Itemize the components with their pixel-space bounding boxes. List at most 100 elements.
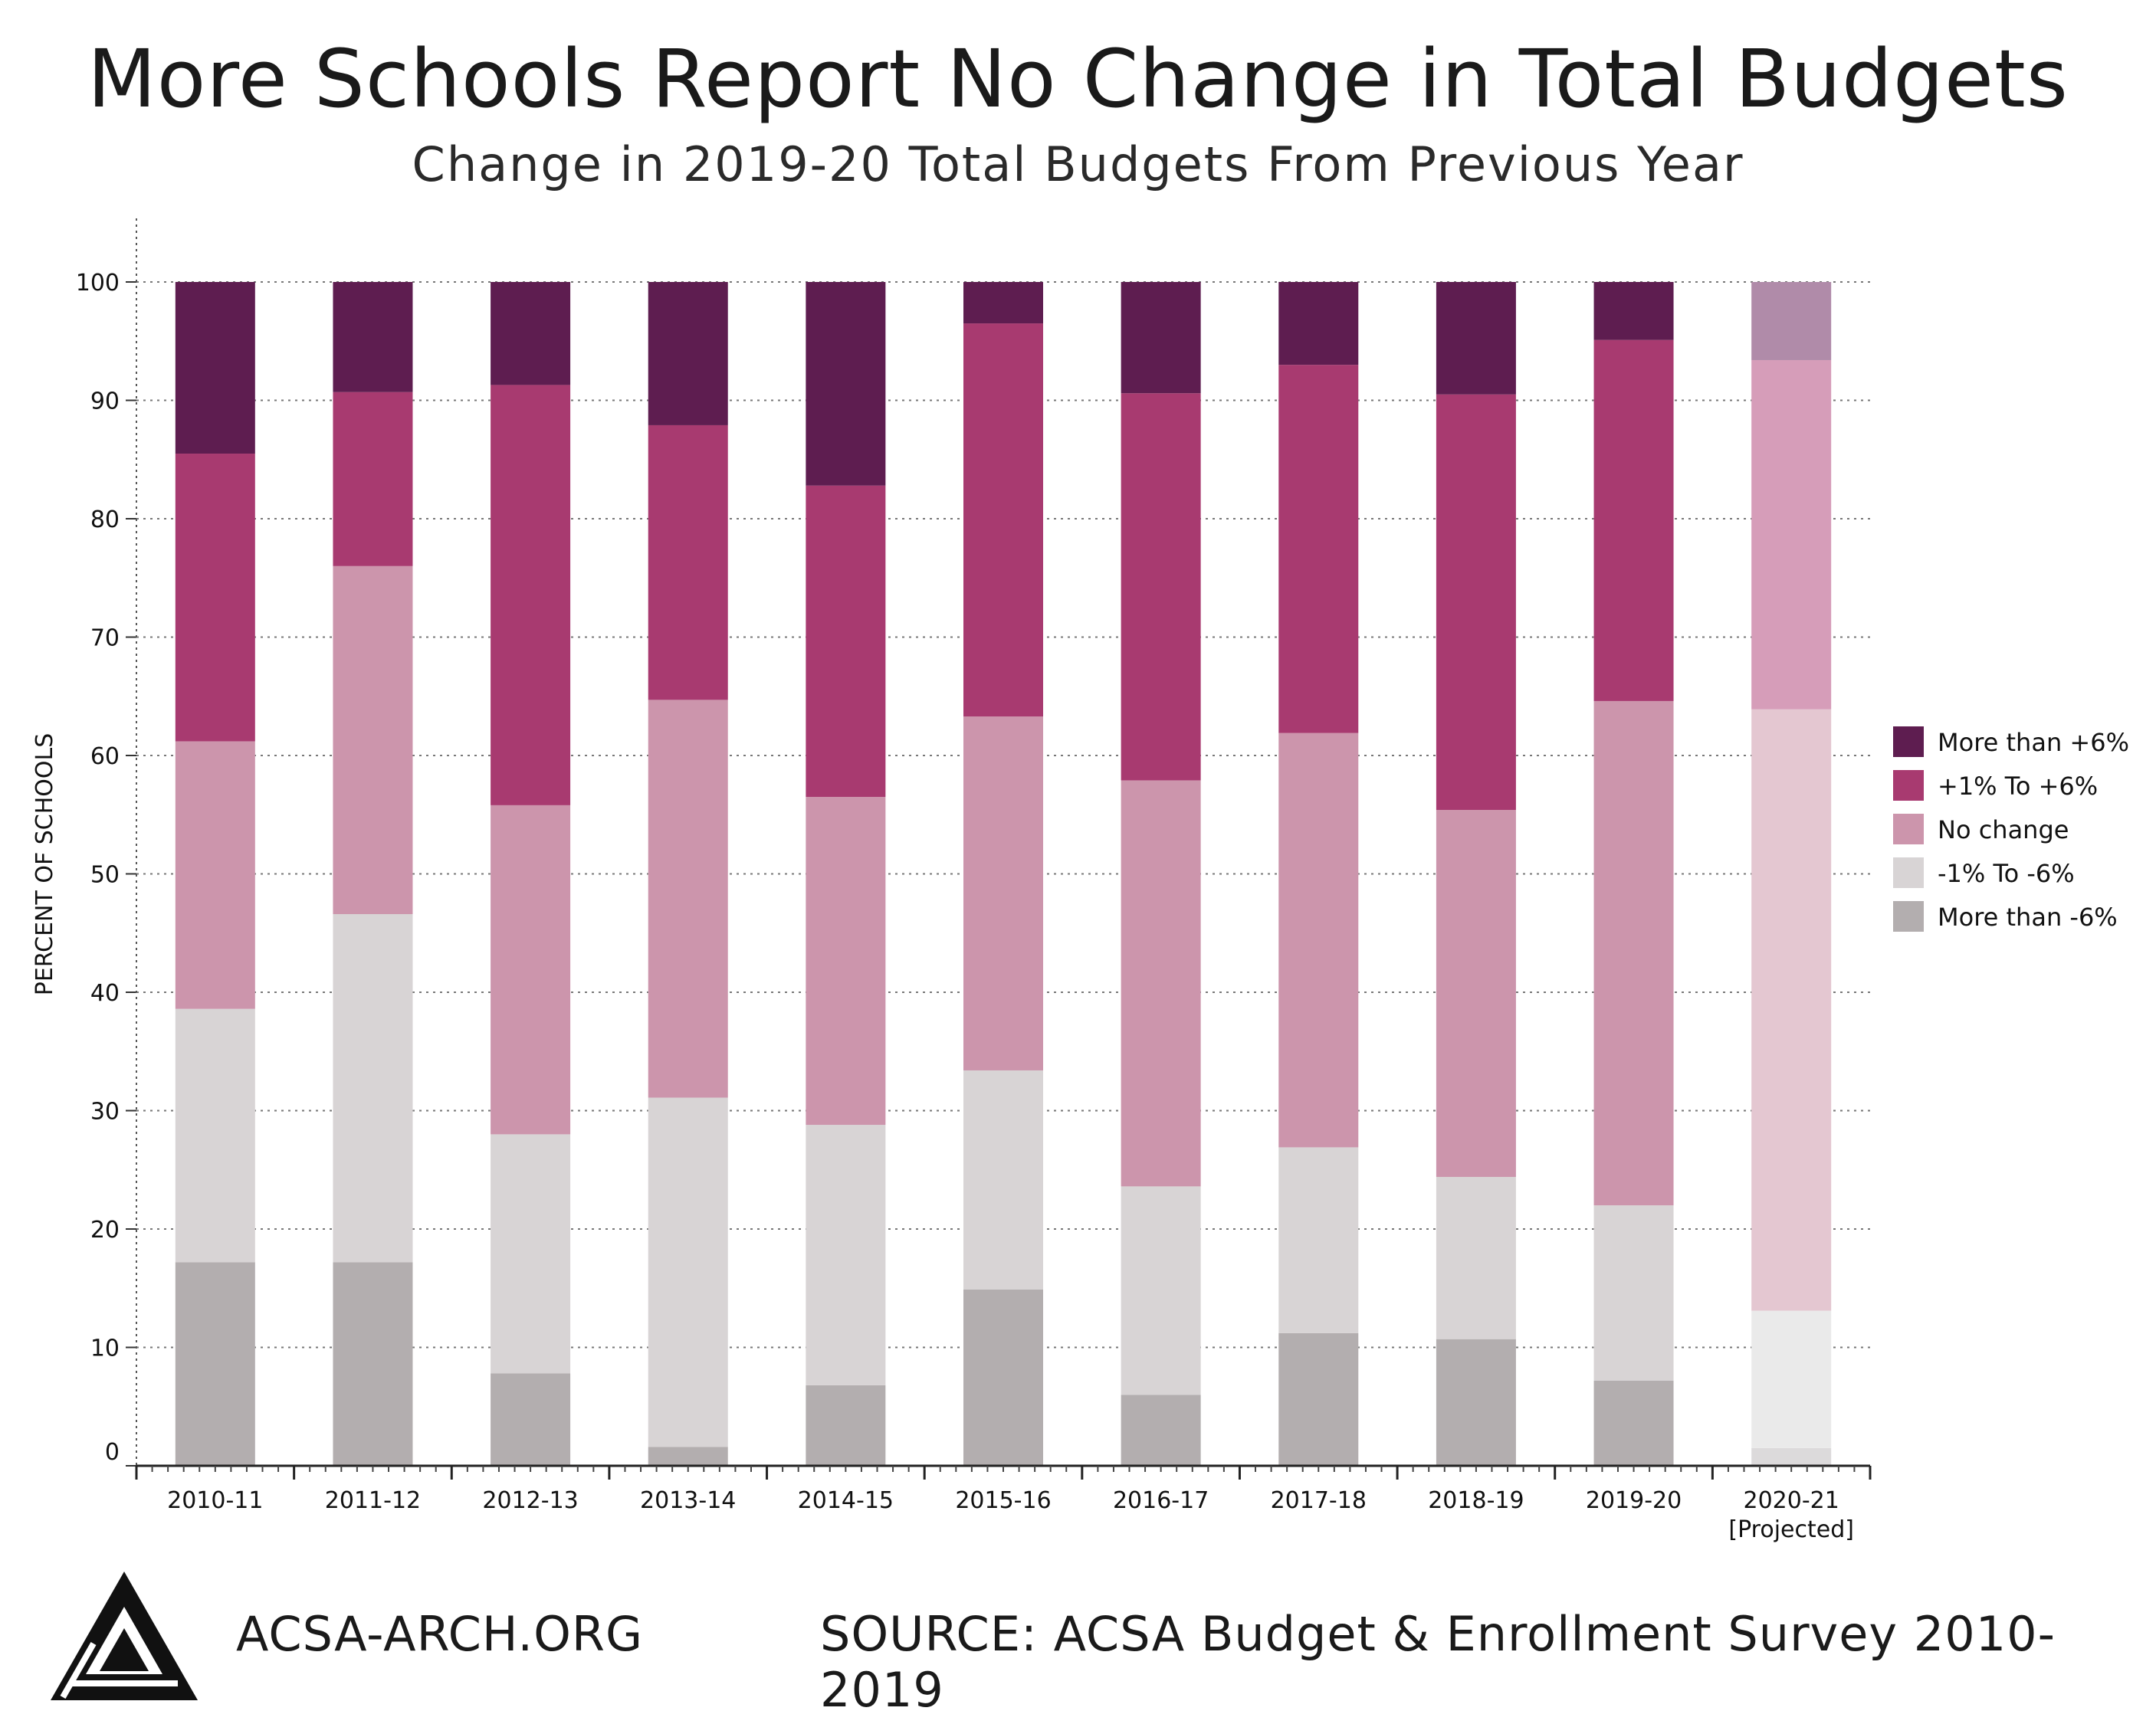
acsa-triangle-logo-icon <box>51 1572 198 1700</box>
bar-2017-18-more-than-6- <box>1278 282 1359 365</box>
bar-2020-21--1-to-6- <box>1751 1310 1832 1448</box>
bar-2019-20-no-change <box>1593 700 1674 1206</box>
bar-2012-13-no-change <box>491 805 571 1135</box>
bar-2011-12-more-than-6- <box>333 1262 413 1466</box>
bar-2012-13--1-to-6- <box>491 1134 571 1374</box>
x-tick-labels: 2010-11 2011-12 2012-13 2013-14 2014-15 2015-… <box>167 1487 1854 1543</box>
y-tick-label-90: 90 <box>90 388 120 415</box>
bar-2017-18-no-change <box>1278 733 1359 1148</box>
x-tick-label-2011-12: 2011-12 <box>325 1487 421 1514</box>
bar-2019-20--1-to-6- <box>1593 339 1674 701</box>
bar-2014-15--1-to-6- <box>806 485 886 798</box>
y-tick-labels: 0 10 20 30 40 50 60 70 80 90 100 <box>76 270 120 1466</box>
x-tick-label-2010-11: 2010-11 <box>167 1487 263 1514</box>
x-tick-label-2019-20: 2019-20 <box>1586 1487 1682 1514</box>
bar-2011-12--1-to-6- <box>333 914 413 1263</box>
legend-label--1-to-6-: +1% To +6% <box>1938 772 2098 801</box>
y-axis-label: PERCENT OF SCHOOLS <box>31 733 58 996</box>
page-subtitle: Change in 2019-20 Total Budgets From Pre… <box>412 136 1744 192</box>
y-tick-label-20: 20 <box>90 1217 120 1244</box>
bar-2013-14-more-than-6- <box>648 1447 728 1466</box>
bar-2010-11--1-to-6- <box>175 1008 255 1263</box>
legend-swatch-no-change <box>1893 814 1924 844</box>
x-tick-label-2013-14: 2013-14 <box>640 1487 736 1514</box>
x-tick-label-2012-13: 2012-13 <box>482 1487 578 1514</box>
footer-site-link[interactable]: ACSA-ARCH.ORG <box>236 1606 644 1662</box>
bar-2015-16-no-change <box>963 716 1043 1070</box>
x-tick-label-2015-16: 2015-16 <box>955 1487 1051 1514</box>
bar-2015-16-more-than-6- <box>963 282 1043 324</box>
x-tick-label-2018-19: 2018-19 <box>1428 1487 1524 1514</box>
y-tick-label-40: 40 <box>90 980 120 1007</box>
bar-2010-11-more-than-6- <box>175 282 255 454</box>
page-title: More Schools Report No Change in Total B… <box>87 32 2069 126</box>
bar-2013-14-more-than-6- <box>648 282 728 425</box>
bar-2019-20--1-to-6- <box>1593 1205 1674 1381</box>
y-tick-label-80: 80 <box>90 506 120 533</box>
legend: More than +6% +1% To +6% No change -1% To -… <box>1893 726 2129 932</box>
bar-2018-19-no-change <box>1436 810 1516 1178</box>
bar-2016-17-no-change <box>1121 780 1201 1187</box>
bar-2017-18-more-than-6- <box>1278 1332 1359 1466</box>
bar-2014-15-more-than-6- <box>806 282 886 486</box>
bar-2012-13-more-than-6- <box>491 282 571 385</box>
x-tick-note-2020-21: [Projected] <box>1728 1516 1854 1543</box>
y-tick-label-70: 70 <box>90 625 120 652</box>
y-tick-label-10: 10 <box>90 1336 120 1362</box>
legend-label--1-to-6-: -1% To -6% <box>1938 859 2075 888</box>
bar-2018-19--1-to-6- <box>1436 394 1516 811</box>
x-tick-label-2014-15: 2014-15 <box>798 1487 894 1514</box>
x-tick-label-2016-17: 2016-17 <box>1113 1487 1209 1514</box>
bar-2018-19--1-to-6- <box>1436 1177 1516 1339</box>
bar-2016-17--1-to-6- <box>1121 393 1201 781</box>
legend-label-more-than-6-: More than +6% <box>1938 728 2129 757</box>
y-tick-label-100: 100 <box>76 270 120 297</box>
bar-2010-11--1-to-6- <box>175 454 255 742</box>
y-tick-label-60: 60 <box>90 743 120 770</box>
bar-2010-11-more-than-6- <box>175 1262 255 1466</box>
x-tick-label-2020-21: 2020-21 <box>1744 1487 1839 1514</box>
gridlines <box>126 281 1870 1467</box>
bar-2020-21-more-than-6- <box>1751 282 1832 360</box>
bar-2014-15--1-to-6- <box>806 1125 886 1385</box>
bar-2019-20-more-than-6- <box>1593 282 1674 340</box>
bar-2015-16-more-than-6- <box>963 1289 1043 1466</box>
legend-label-more-than-6-: More than -6% <box>1938 903 2118 932</box>
bar-2018-19-more-than-6- <box>1436 1339 1516 1466</box>
bar-2012-13--1-to-6- <box>491 385 571 805</box>
bar-2014-15-more-than-6- <box>806 1385 886 1466</box>
bar-2013-14--1-to-6- <box>648 424 728 700</box>
legend-swatch-more-than-6- <box>1893 901 1924 932</box>
legend-swatch--1-to-6- <box>1893 770 1924 801</box>
bar-2016-17-more-than-6- <box>1121 282 1201 394</box>
bar-2011-12-no-change <box>333 565 413 915</box>
bar-2012-13-more-than-6- <box>491 1373 571 1466</box>
bar-2010-11-no-change <box>175 741 255 1009</box>
bar-2015-16--1-to-6- <box>963 1070 1043 1290</box>
legend-label-no-change: No change <box>1938 815 2069 844</box>
bar-2013-14--1-to-6- <box>648 1097 728 1447</box>
y-tick-label-0: 0 <box>105 1439 120 1466</box>
bar-2019-20-more-than-6- <box>1593 1380 1674 1466</box>
legend-swatch-more-than-6- <box>1893 726 1924 757</box>
bar-2016-17-more-than-6- <box>1121 1395 1201 1466</box>
bar-2011-12-more-than-6- <box>333 282 413 392</box>
bar-2016-17--1-to-6- <box>1121 1186 1201 1395</box>
bars <box>175 282 1832 1466</box>
bar-2020-21-no-change <box>1751 709 1832 1311</box>
bar-2013-14-no-change <box>648 700 728 1098</box>
axes <box>135 218 1872 1480</box>
legend-swatch--1-to-6- <box>1893 857 1924 888</box>
bar-2011-12--1-to-6- <box>333 392 413 566</box>
y-tick-label-30: 30 <box>90 1099 120 1126</box>
bar-2020-21--1-to-6- <box>1751 359 1832 710</box>
footer-source-note: SOURCE: ACSA Budget & Enrollment Survey … <box>820 1606 2056 1718</box>
y-tick-label-50: 50 <box>90 862 120 889</box>
bar-2014-15-no-change <box>806 797 886 1126</box>
x-tick-label-2017-18: 2017-18 <box>1271 1487 1367 1514</box>
bar-2018-19-more-than-6- <box>1436 282 1516 395</box>
bar-2017-18--1-to-6- <box>1278 365 1359 733</box>
bar-2015-16--1-to-6- <box>963 323 1043 717</box>
bar-2020-21-more-than-6- <box>1751 1447 1832 1466</box>
